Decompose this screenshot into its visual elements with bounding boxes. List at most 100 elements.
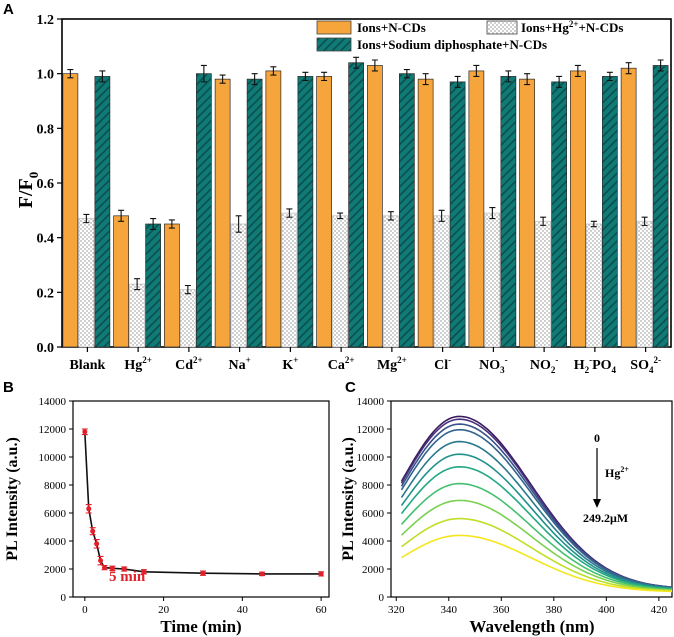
data-point (200, 570, 206, 576)
error-bar (337, 212, 344, 220)
panel-a-legend: Ions+N-CDs Ions+Hg2++N-CDs Ions+Sodium d… (316, 19, 623, 52)
x-tick-label: 20 (158, 604, 170, 616)
bar-orange (468, 70, 485, 348)
bar-orange (62, 73, 79, 348)
category-base: H (574, 358, 585, 373)
category-sub: 2 (551, 365, 556, 375)
panel-label-a: A (3, 1, 14, 18)
data-point (109, 565, 115, 571)
y-tick-label: 2000 (362, 564, 385, 576)
error-bar (251, 73, 258, 86)
error-bar (473, 64, 480, 77)
category-sub: 2 (585, 365, 590, 375)
error-bar (371, 59, 378, 72)
arrow-ion-label: Hg2+ (605, 465, 629, 480)
category-sup: - (589, 355, 592, 365)
legend-label-ions-hg-ncds: Ions+Hg2++N-CDs (521, 19, 623, 35)
bar-dots (433, 215, 450, 348)
error-bar (118, 209, 125, 222)
decay-curve (84, 431, 322, 575)
bar-dots (586, 223, 602, 348)
bar-orange (519, 78, 535, 348)
bar-orange (316, 76, 332, 348)
data-point (94, 541, 100, 547)
error-bar (321, 71, 328, 82)
data-point (98, 558, 104, 564)
x-category-label: Hg2+ (124, 355, 152, 373)
spectrum-line (400, 418, 673, 588)
spectrum-line (401, 517, 673, 592)
category-sup: - (555, 355, 558, 365)
category-base: SO (630, 358, 649, 373)
legend-label-ions-ncds: Ions+N-CDs (357, 20, 426, 35)
panel-label-b: B (3, 379, 14, 396)
data-point (121, 566, 127, 572)
spectrum-line (400, 465, 673, 590)
x-category-label: NO3- (479, 355, 508, 375)
bar-teal (94, 76, 111, 348)
category-base: Hg (124, 358, 142, 373)
error-bar (219, 74, 226, 84)
y-tick-label: 6000 (362, 508, 385, 520)
panel-b-annotation: 5 min (109, 569, 146, 585)
y-tick-label: 10000 (357, 452, 385, 464)
y-tick-label: 6000 (44, 508, 67, 520)
category-base: NO (479, 358, 500, 373)
error-bar (657, 59, 664, 72)
bar-dots (129, 283, 145, 348)
error-bar (574, 64, 581, 77)
bar-dots (484, 212, 501, 348)
category-sup: - (448, 355, 451, 365)
bar-teal (297, 76, 314, 348)
data-point (141, 569, 147, 575)
data-point (86, 506, 92, 512)
panel-c-y-label: PL Intensity (a.u.) (340, 437, 357, 561)
panel-b-y-label: PL Intensity (a.u.) (4, 437, 21, 561)
bar-dots (281, 212, 298, 348)
x-category-label: Cl- (434, 355, 451, 373)
y-tick-label: 4000 (44, 536, 67, 548)
bar-teal (602, 76, 618, 348)
bar-orange (620, 67, 637, 348)
category-sup: - (505, 355, 508, 365)
category-sup: + (293, 355, 298, 365)
error-bar (353, 56, 360, 69)
y-tick-label: 0 (61, 592, 67, 604)
error-bar (524, 73, 531, 86)
x-category-label: NO2- (530, 355, 559, 375)
x-category-label: K+ (282, 355, 298, 373)
spectrum-line (401, 534, 673, 593)
x-category-label: H2-PO4 (574, 355, 617, 375)
spectrum-line (400, 415, 673, 588)
y-tick-label: 4000 (362, 536, 385, 548)
bar-orange (570, 70, 586, 348)
category-sup: 2+ (193, 355, 203, 365)
category-base: Na (228, 358, 245, 373)
error-bar (454, 75, 461, 88)
panel-b-x-label: Time (min) (160, 617, 241, 636)
panel-b-frame (72, 400, 330, 598)
error-bar (99, 70, 106, 83)
error-bar (200, 64, 207, 83)
legend-swatch-dots (486, 20, 518, 35)
error-bar (83, 213, 90, 224)
bar-dots (78, 218, 95, 348)
panel-a: A 0.00.20.40.60.81.01.2 Blank Hg2+ Cd2+ Na+… (3, 1, 672, 375)
x-tick-label: 60 (316, 604, 328, 616)
category-sub: 4 (649, 365, 654, 375)
x-category-label: SO42- (630, 355, 661, 375)
y-tick-label: 12000 (39, 424, 67, 436)
y-tick-label: 14000 (39, 396, 67, 408)
y-tick-label: 2000 (44, 564, 67, 576)
category-base: Blank (69, 358, 105, 373)
bar-teal (500, 76, 517, 348)
bar-teal (399, 73, 415, 348)
category-sup: + (246, 355, 251, 365)
error-bar (235, 215, 242, 233)
panel-a-x-axis: Blank Hg2+ Cd2+ Na+ K+ Ca2+ Mg2+ Cl- NO3- NO2- H2-… (69, 347, 661, 375)
category-sub2: 4 (612, 365, 617, 375)
data-point (259, 571, 265, 577)
x-tick-label: 400 (598, 604, 615, 616)
